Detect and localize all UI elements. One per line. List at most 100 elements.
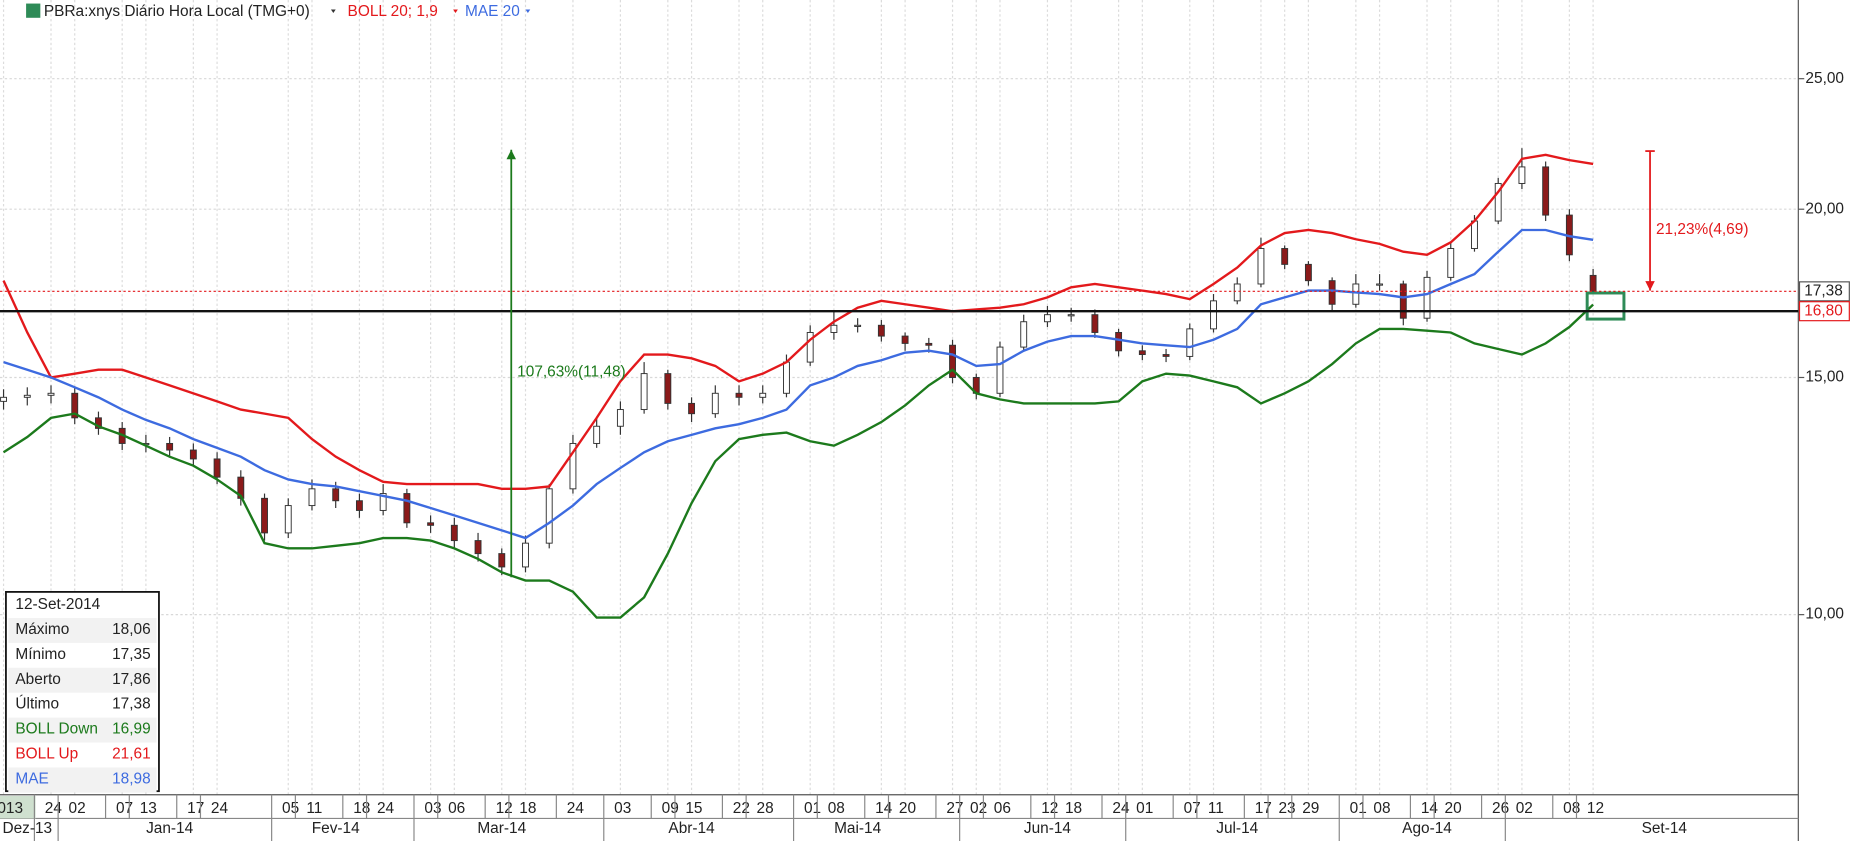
candle-body [332, 488, 340, 502]
candle-body [261, 497, 268, 534]
candle-body [545, 488, 553, 544]
info-row-bg [8, 617, 157, 643]
candle-body [1186, 328, 1194, 357]
hline-label: 16,80 [1804, 302, 1843, 319]
x-tick-label: 01 [1136, 800, 1153, 817]
candle-body [664, 373, 672, 404]
month-label: Dez-13 [2, 820, 52, 837]
x-tick-label: 12 [1587, 800, 1604, 817]
month-label: Jan-14 [146, 820, 194, 837]
x-tick-label: 17 [187, 800, 204, 817]
candle-body [1020, 321, 1028, 348]
x-tick-label: 24 [1112, 800, 1130, 817]
y-tick-label: 10,00 [1805, 606, 1844, 623]
dropdown-icon[interactable] [525, 9, 531, 14]
candle-body [379, 493, 387, 511]
indicator-line [2, 153, 1594, 491]
candle-body [806, 331, 814, 363]
x-tick-label: 29 [1302, 800, 1319, 817]
x-tick-label: 07 [1184, 800, 1201, 817]
selection-box [1585, 291, 1626, 321]
x-tick-label: 24 [45, 800, 63, 817]
x-tick-label: 14 [875, 800, 893, 817]
x-tick-label: 09 [662, 800, 679, 817]
info-title: 12-Set-2014 [15, 596, 100, 613]
info-label: MAE [15, 770, 48, 787]
candle-body [355, 500, 363, 511]
x-tick-label: 20 [899, 800, 916, 817]
candle-body [1138, 350, 1146, 356]
candle-body [854, 324, 862, 327]
candle-body [1399, 283, 1407, 319]
candle-body [830, 324, 838, 333]
candle-body [450, 524, 458, 542]
candle-body [1376, 283, 1384, 286]
candle-body [1115, 331, 1123, 352]
info-value: 17,38 [112, 696, 151, 713]
info-row-bg [8, 767, 157, 793]
candle-body [23, 394, 31, 398]
x-tick-label: 24 [377, 800, 395, 817]
info-label: Último [15, 696, 59, 713]
candle-body [403, 493, 411, 524]
candle-body [1447, 248, 1455, 278]
candle-body [1352, 283, 1360, 305]
boll-legend[interactable]: BOLL 20; 1,9 [348, 3, 438, 20]
x-tick-label: 12 [496, 800, 513, 817]
x-tick-label: 15 [685, 800, 702, 817]
info-label: BOLL Down [15, 721, 98, 738]
info-label: BOLL Up [15, 745, 78, 762]
x-tick-label: 18 [1065, 800, 1082, 817]
x-tick-label: 08 [828, 800, 845, 817]
y-tick-label: 20,00 [1805, 200, 1844, 217]
x-tick-label: 01 [1350, 800, 1367, 817]
candle-body [569, 442, 577, 490]
mae-legend[interactable]: MAE 20 [465, 3, 520, 20]
candle-body [474, 540, 482, 555]
candle-body [1162, 354, 1170, 357]
y-tick-label: 25,00 [1805, 70, 1844, 87]
candle-body [1518, 166, 1526, 184]
candle-body [1257, 248, 1265, 285]
year-cell [0, 795, 36, 819]
info-row-bg [8, 717, 157, 743]
indicator-line [3, 228, 1594, 540]
x-tick-label: 24 [567, 800, 585, 817]
measure-label: 107,63%(11,48) [517, 364, 626, 381]
candle-body [1471, 220, 1478, 249]
candle-body [213, 458, 221, 478]
x-tick-label: 05 [282, 800, 299, 817]
info-value: 17,86 [112, 671, 151, 688]
info-label: Aberto [15, 671, 60, 688]
info-panel: 12-Set-2014 Máximo 18,06 Mínimo 17,35 Aberto… [5, 591, 160, 793]
candle-body [166, 442, 174, 451]
x-tick-label: 07 [116, 800, 133, 817]
x-tick-label: 20 [1445, 800, 1462, 817]
candle-body [616, 409, 624, 427]
measure-label: 21,23%(4,69) [1656, 221, 1749, 238]
info-label: Máximo [15, 621, 69, 638]
candle-body [1043, 314, 1051, 323]
candle-body [0, 396, 7, 402]
info-label: Mínimo [15, 646, 66, 663]
candle-body [996, 346, 1004, 394]
symbol-title[interactable]: PBRa:xnys Diário Hora Local (TMG+0) [44, 3, 310, 20]
candle-body [47, 392, 55, 396]
symbol-icon[interactable] [26, 3, 41, 18]
candle-body [1494, 182, 1502, 222]
candle-body [1542, 166, 1550, 216]
last-price-tag [1798, 281, 1850, 302]
y-tick-label: 15,00 [1805, 369, 1844, 386]
dropdown-icon[interactable] [453, 9, 458, 14]
x-tick-label: 18 [353, 800, 370, 817]
month-label: Mar-14 [477, 820, 526, 837]
dropdown-icon[interactable] [330, 9, 336, 14]
candle-body [284, 505, 292, 534]
info-value: 16,99 [112, 721, 151, 738]
candle-body [759, 392, 767, 398]
x-tick-label: 06 [994, 800, 1011, 817]
last-price-label: 17,38 [1804, 282, 1843, 299]
candle-body [688, 402, 696, 415]
x-tick-label: 08 [1373, 800, 1390, 817]
